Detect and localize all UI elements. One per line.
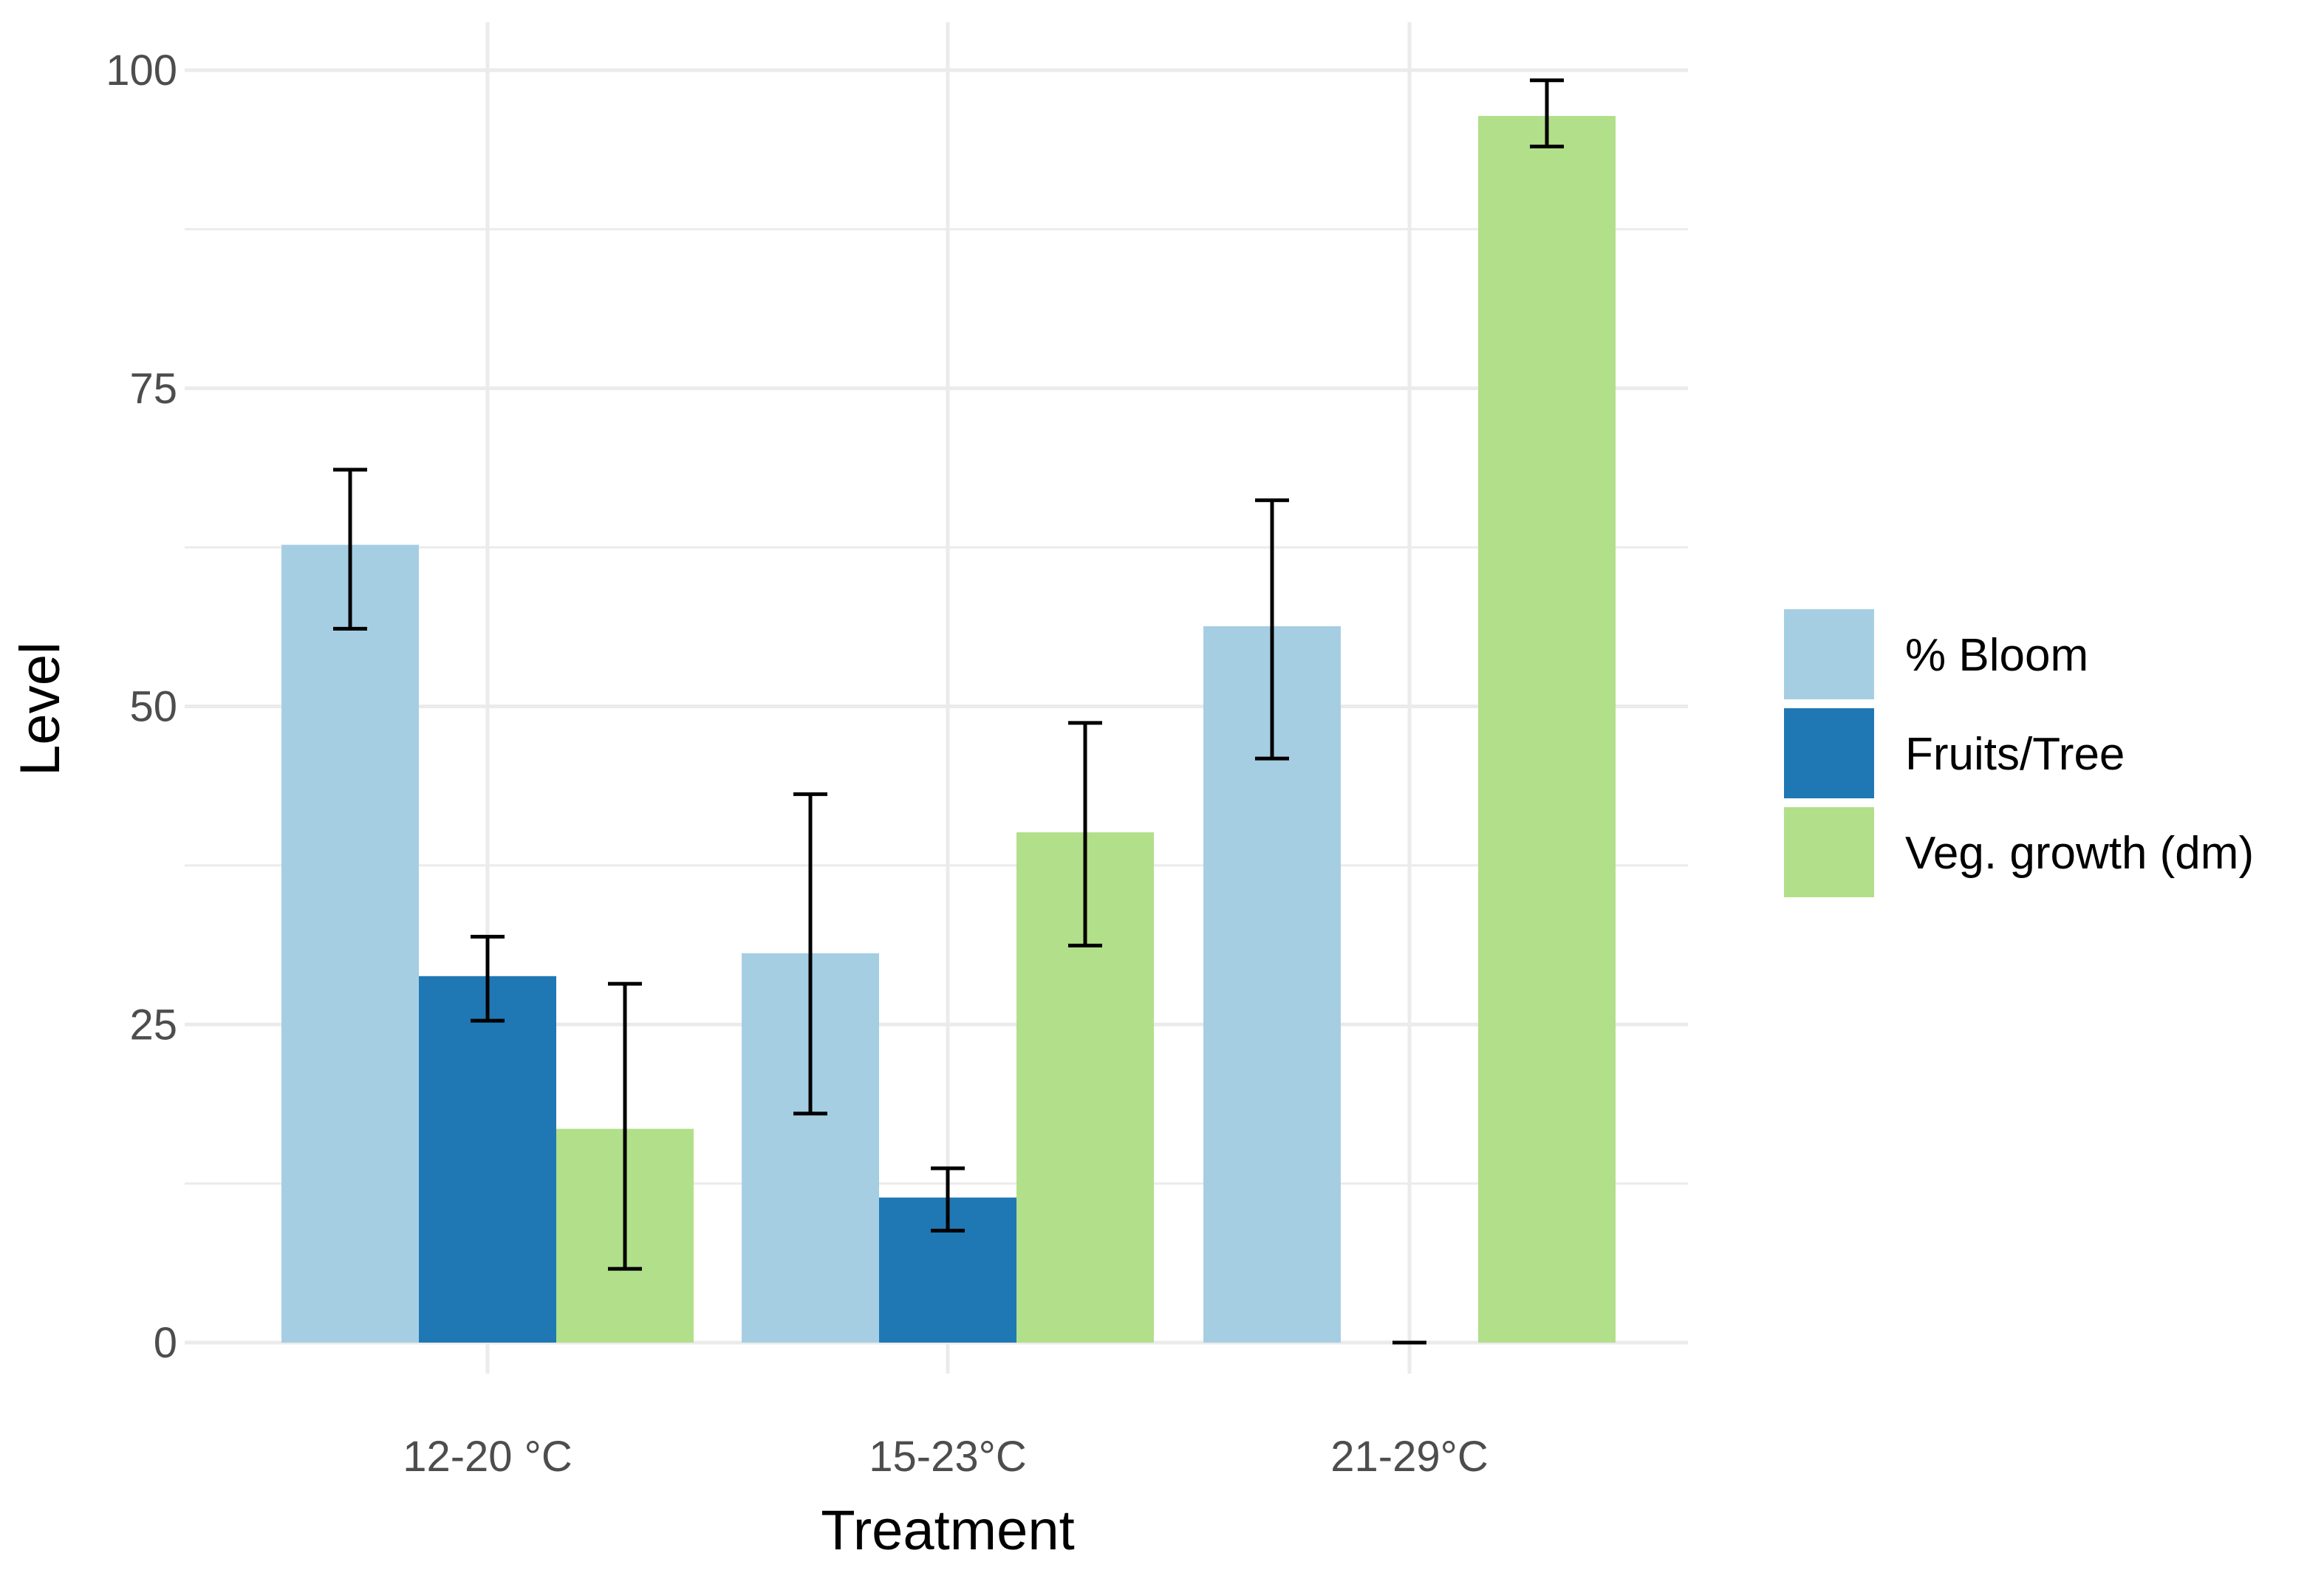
legend-label: Veg. growth (dm) [1905,828,2254,879]
error-bar [608,981,642,1271]
legend-item: % Bloom [1784,609,2088,699]
x-tick-label: 12-20 °C [403,1433,573,1481]
error-bar [1530,78,1564,148]
x-axis-title: Treatment [821,1499,1075,1562]
y-axis-ticks: 0 25 50 75 100 [106,47,177,1367]
y-tick-label: 100 [106,47,177,95]
legend-label: Fruits/Tree [1905,729,2125,780]
error-bar [471,934,505,1023]
legend-key [1784,708,1874,798]
legend-label: % Bloom [1905,630,2088,681]
legend-key [1784,609,1874,699]
bars [281,116,1616,1343]
error-bar [333,467,367,631]
legend-item: Fruits/Tree [1784,708,2125,798]
y-tick-label: 75 [129,365,177,413]
x-tick-label: 21-29°C [1330,1433,1488,1481]
x-tick-label: 15-23°C [869,1433,1026,1481]
y-axis-title: Level [9,642,72,776]
bar [419,976,556,1343]
error-bar [793,792,827,1116]
legend-key [1784,807,1874,897]
bar [1478,116,1616,1343]
legend-item: Veg. growth (dm) [1784,807,2254,897]
error-bars [333,78,1564,1345]
y-tick-label: 0 [154,1319,177,1367]
y-tick-label: 50 [129,683,177,731]
legend: % Bloom Fruits/Tree Veg. growth (dm) [1784,609,2254,897]
bar [281,544,419,1343]
error-bar [1068,721,1102,947]
error-bar [931,1166,965,1233]
error-bar [1255,498,1289,761]
y-tick-label: 25 [129,1001,177,1049]
x-axis-ticks: 12-20 °C 15-23°C 21-29°C [403,1433,1488,1481]
